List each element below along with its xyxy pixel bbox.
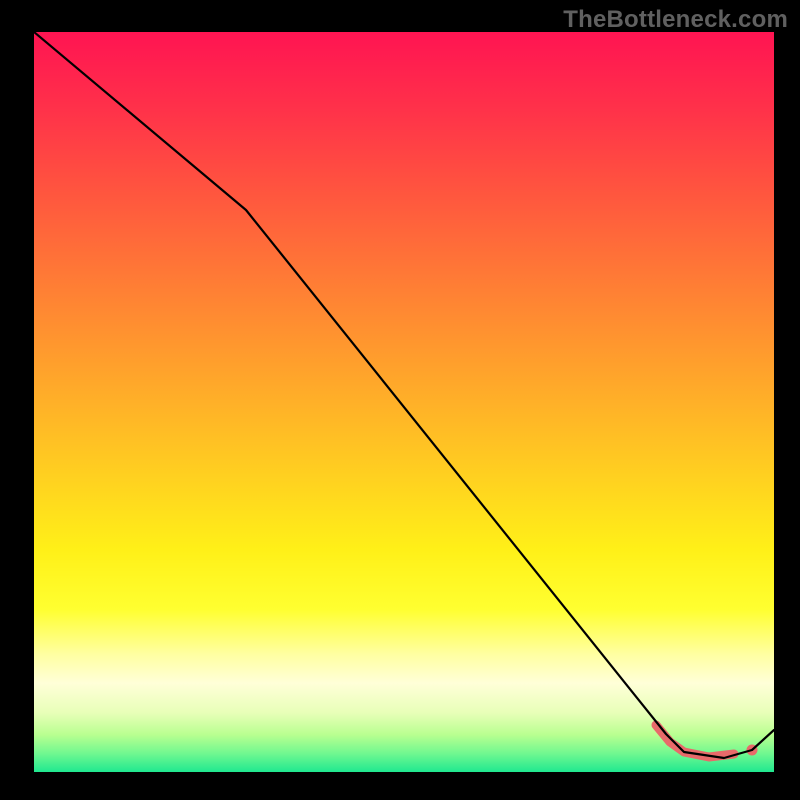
chart-overlay: [34, 32, 774, 772]
main-curve: [34, 32, 774, 758]
watermark-text: TheBottleneck.com: [563, 6, 788, 34]
chart-container: TheBottleneck.com: [0, 0, 800, 800]
plot-area: [34, 32, 774, 772]
highlight-segment: [656, 725, 734, 757]
